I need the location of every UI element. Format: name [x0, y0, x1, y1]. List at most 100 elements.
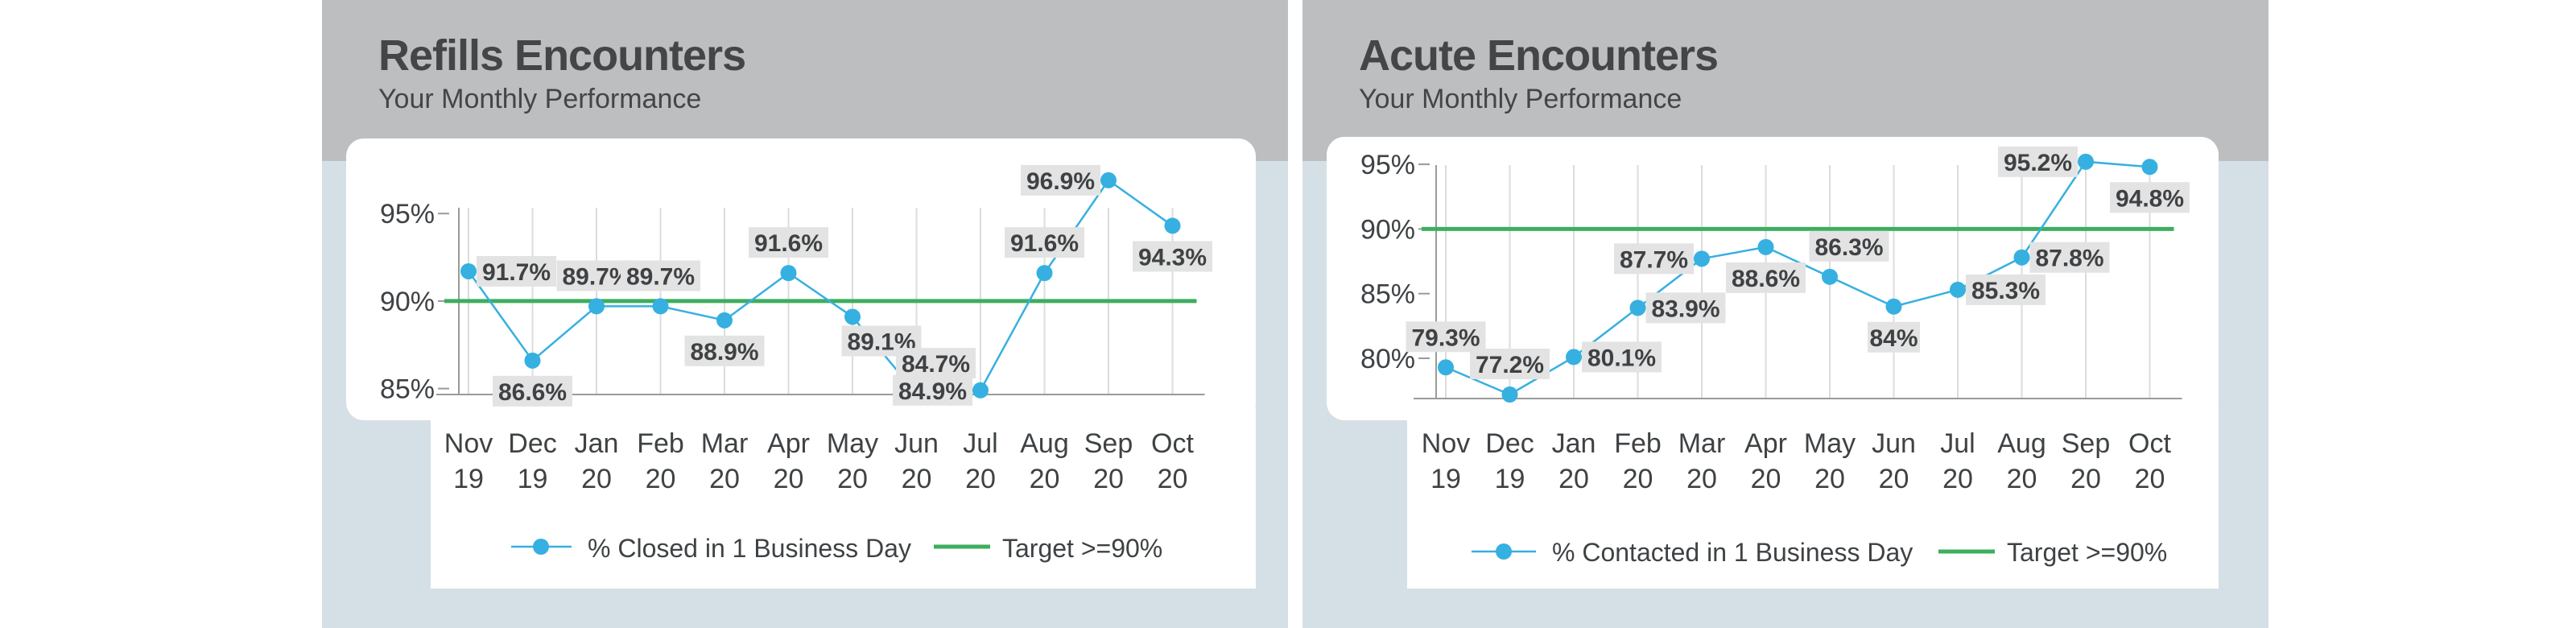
data-label: 80.1% [1587, 345, 1656, 371]
data-point [844, 308, 861, 325]
series-line-group [460, 171, 1181, 403]
x-tick-label: Oct 20 [2128, 428, 2171, 494]
y-tick-label: 95% [380, 199, 435, 229]
data-label-bg [1645, 292, 1726, 324]
data-label: 89.7% [626, 263, 695, 290]
chart-cards [346, 138, 1256, 589]
x-tick-label: Jan 20 [1552, 428, 1596, 494]
data-label: 89.7% [562, 263, 630, 290]
card-top [346, 138, 1256, 420]
data-point [1629, 300, 1646, 316]
series-line-group [1438, 153, 2158, 403]
data-point [1438, 359, 1454, 376]
data-point [524, 352, 541, 369]
x-tick-label: Mar 20 [701, 428, 749, 494]
data-label-bg [1005, 227, 1084, 258]
data-point [2013, 249, 2030, 266]
legend: % Closed in 1 Business Day Target >=90% [511, 534, 1162, 563]
acute-panel: Acute Encounters Your Monthly Performanc… [1302, 0, 2268, 628]
x-tick-label: May 20 [827, 428, 878, 494]
data-point [1950, 281, 1966, 298]
x-tick-label: May 20 [1804, 428, 1856, 494]
data-label: 83.9% [1651, 295, 1719, 322]
data-point [1164, 217, 1181, 234]
data-label-bg [2110, 182, 2190, 213]
x-tick-label: Apr 20 [1744, 428, 1787, 494]
data-label-bg [1868, 321, 1920, 353]
x-tick-label: Feb 20 [1614, 428, 1662, 494]
data-label: 84.7% [902, 351, 970, 378]
data-label: 88.9% [690, 339, 758, 366]
data-label-bg [1582, 341, 1662, 373]
legend-series-label: % Contacted in 1 Business Day [1552, 538, 1913, 567]
x-tick-label: Jan 20 [575, 428, 619, 494]
data-label-bg [896, 348, 976, 379]
data-label-bg [2029, 242, 2110, 273]
data-label: 91.7% [482, 259, 551, 286]
data-label-bg [1998, 146, 2078, 177]
x-tick-label: Mar 20 [1678, 428, 1726, 494]
y-tick-label: 85% [1360, 279, 1415, 310]
x-tick-label: Jun 20 [894, 428, 939, 494]
data-point [1501, 386, 1518, 403]
data-label: 77.2% [1476, 352, 1544, 378]
x-tick-label: Aug 20 [1020, 428, 1069, 494]
data-point [2078, 153, 2094, 170]
data-label-bg [1133, 241, 1212, 272]
panel-header [322, 0, 1288, 161]
legend-series-marker [533, 539, 549, 555]
data-labels: 79.3%77.2% 80.1% 83.9% 87.7% 88.6% 86.3% 84% 85… [1406, 146, 2190, 379]
data-label-bg [1726, 262, 1806, 293]
data-label: 91.6% [1010, 230, 1079, 257]
card-bottom [431, 407, 1256, 589]
data-label: 88.6% [1732, 266, 1800, 292]
legend-series-marker [1496, 543, 1512, 560]
y-tick-labels: 85% 90% 95% [380, 199, 449, 405]
data-label-bg [1614, 243, 1694, 275]
data-label: 85.3% [1971, 278, 2040, 304]
card-bottom [1407, 407, 2219, 589]
y-tick-label: 95% [1360, 150, 1415, 180]
data-label-bg [1406, 321, 1486, 353]
y-tick-label: 85% [380, 374, 435, 405]
series-line [1445, 160, 2150, 396]
data-label: 87.7% [1620, 246, 1688, 273]
data-label: 94.8% [2116, 185, 2184, 212]
data-label-bg [749, 227, 828, 258]
x-tick-label: Apr 20 [767, 428, 810, 494]
x-tick-label: Sep 20 [1084, 428, 1133, 494]
data-label-bg [477, 255, 556, 287]
x-tick-label: Nov 19 [444, 428, 493, 494]
y-tick-label: 90% [1360, 214, 1415, 245]
data-point [460, 262, 477, 279]
x-tick-labels: Nov 19 Dec 19 Jan 20 Feb 20 Mar 20 Apr 20 May 20 Jun 20… [444, 428, 1195, 494]
legend-target-label: Target >=90% [1002, 534, 1162, 563]
data-label-bg [493, 375, 572, 407]
data-point [1885, 298, 1902, 315]
data-label: 94.3% [1138, 244, 1207, 271]
data-point [1100, 171, 1117, 188]
data-point [2141, 159, 2158, 176]
data-label: 84.9% [898, 378, 967, 405]
x-tick-label: Feb 20 [637, 428, 684, 494]
x-tick-label: Jul 20 [963, 428, 997, 494]
data-point [652, 298, 669, 315]
y-tick-labels: 80%85%90%95% [1360, 150, 1430, 374]
acute-chart: 80%85%90%95% 79.3%77.2% 80.1%83.9%87.7%88… [1327, 137, 2219, 589]
data-point [1822, 268, 1838, 285]
data-labels: 91.7%86.6%89.7%89.7%88.9%91.6%89.1%84.7%… [477, 164, 1212, 407]
data-label: 79.3% [1411, 324, 1480, 351]
data-label-bg [893, 374, 972, 406]
y-tick-label: 90% [380, 287, 435, 317]
data-label-bg [684, 335, 765, 366]
x-tick-labels: Nov 19 Dec 19 Jan 20 Feb 20 Mar 20 Apr 20 May 20 Jun 20… [1422, 428, 2172, 494]
x-tick-label: Dec 19 [508, 428, 556, 494]
x-tick-label: Nov 19 [1422, 428, 1470, 494]
refills-panel: Refills Encounters Your Monthly Performa… [322, 0, 1288, 628]
legend: % Contacted in 1 Business Day Target >=9… [1472, 538, 2167, 567]
x-tick-label: Aug 20 [1997, 428, 2046, 494]
chart-subtitle: Your Monthly Performance [378, 84, 702, 114]
x-tick-label: Oct 20 [1151, 428, 1194, 494]
refills-chart: 85% 90% 95% 91.7% 86.6% 89.7%89.7% 88.9% 91.6%… [346, 138, 1256, 589]
data-point [1036, 265, 1053, 282]
